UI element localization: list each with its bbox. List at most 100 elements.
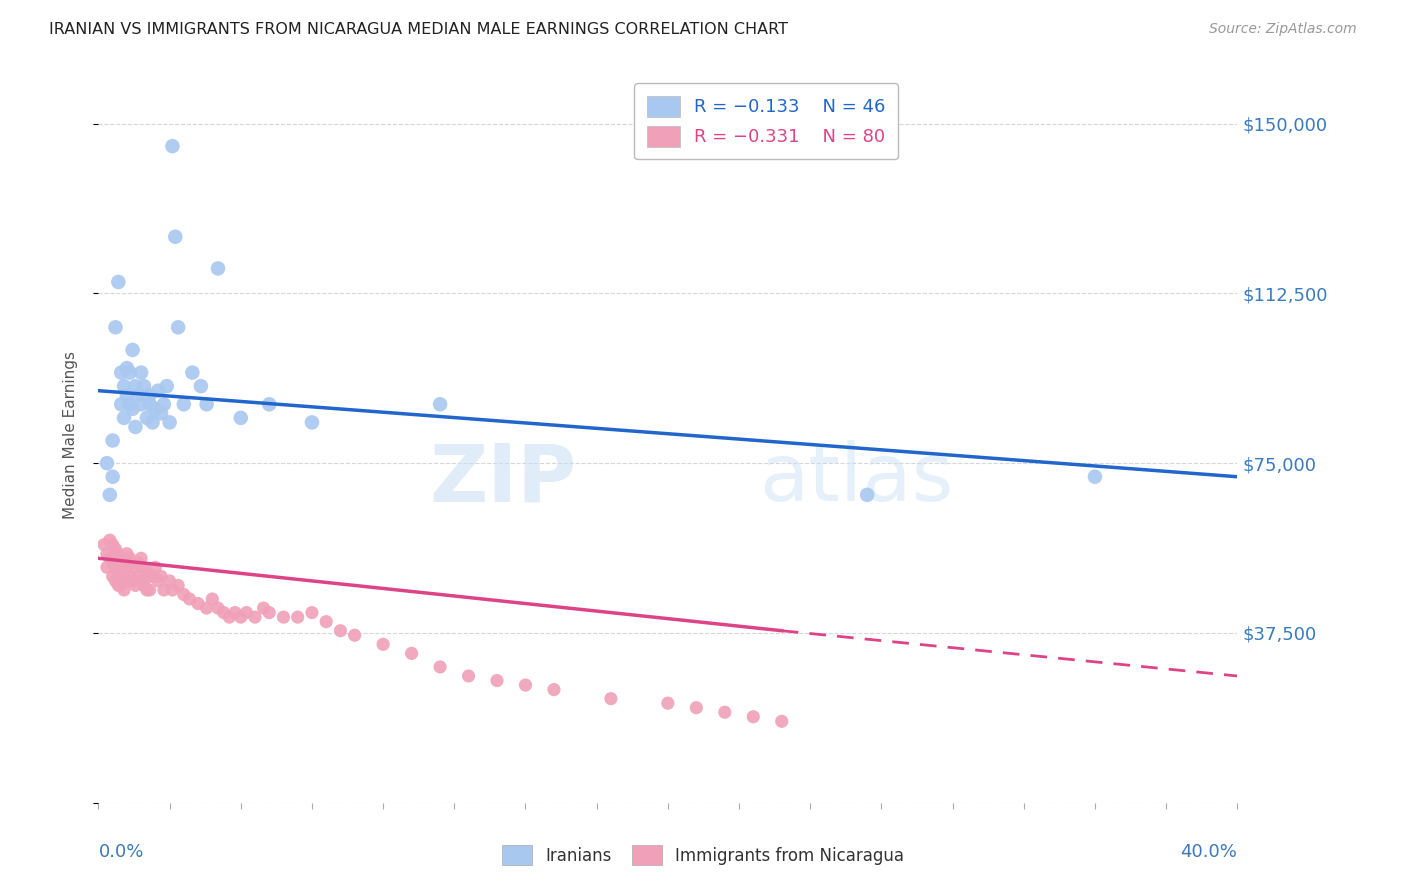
Point: [856, 488, 879, 502]
Point: [135, 565, 157, 579]
Point: [148, 574, 170, 588]
Point: [132, 560, 155, 574]
Legend: Iranians, Immigrants from Nicaragua: Iranians, Immigrants from Nicaragua: [494, 837, 912, 873]
Point: [110, 366, 132, 380]
Point: [124, 420, 146, 434]
Point: [153, 397, 176, 411]
Point: [115, 388, 138, 402]
Point: [315, 615, 337, 629]
Point: [515, 678, 537, 692]
Point: [207, 601, 229, 615]
Point: [101, 569, 124, 583]
Point: [115, 574, 138, 588]
Point: [118, 569, 141, 583]
Point: [770, 714, 793, 729]
Point: [112, 582, 135, 597]
Point: [162, 582, 184, 597]
Point: [190, 379, 212, 393]
Point: [138, 397, 160, 411]
Point: [181, 366, 204, 380]
Point: [121, 574, 143, 588]
Point: [486, 673, 509, 688]
Point: [127, 569, 149, 583]
Point: [1084, 469, 1107, 483]
Point: [110, 551, 132, 566]
Point: [118, 397, 141, 411]
Point: [173, 397, 195, 411]
Point: [121, 343, 143, 357]
Point: [104, 542, 127, 557]
Point: [148, 384, 170, 398]
Point: [187, 597, 209, 611]
Point: [101, 556, 124, 570]
Point: [98, 488, 121, 502]
Point: [115, 547, 138, 561]
Point: [235, 606, 257, 620]
Point: [259, 397, 281, 411]
Point: [112, 569, 135, 583]
Text: 0.0%: 0.0%: [98, 843, 143, 862]
Point: [138, 582, 160, 597]
Point: [132, 578, 155, 592]
Point: [343, 628, 366, 642]
Point: [150, 569, 173, 583]
Point: [127, 556, 149, 570]
Point: [96, 547, 118, 561]
Point: [104, 574, 127, 588]
Point: [207, 261, 229, 276]
Text: atlas: atlas: [759, 440, 953, 518]
Point: [101, 469, 124, 483]
Point: [329, 624, 352, 638]
Point: [273, 610, 295, 624]
Point: [224, 606, 246, 620]
Legend: R = −0.133    N = 46, R = −0.331    N = 80: R = −0.133 N = 46, R = −0.331 N = 80: [634, 83, 898, 160]
Y-axis label: Median Male Earnings: Median Male Earnings: [63, 351, 77, 519]
Point: [135, 410, 157, 425]
Point: [159, 416, 181, 430]
Text: 40.0%: 40.0%: [1181, 843, 1237, 862]
Point: [118, 366, 141, 380]
Point: [600, 691, 623, 706]
Point: [129, 574, 152, 588]
Point: [96, 456, 118, 470]
Point: [167, 320, 190, 334]
Point: [195, 397, 218, 411]
Point: [110, 578, 132, 592]
Point: [401, 646, 423, 660]
Point: [229, 610, 252, 624]
Point: [243, 610, 266, 624]
Text: Source: ZipAtlas.com: Source: ZipAtlas.com: [1209, 22, 1357, 37]
Point: [173, 587, 195, 601]
Point: [429, 397, 451, 411]
Point: [115, 361, 138, 376]
Point: [145, 560, 167, 574]
Point: [179, 592, 201, 607]
Point: [124, 560, 146, 574]
Point: [259, 606, 281, 620]
Point: [93, 538, 115, 552]
Point: [685, 700, 707, 714]
Point: [167, 578, 190, 592]
Point: [229, 410, 252, 425]
Point: [145, 401, 167, 416]
Point: [195, 601, 218, 615]
Point: [101, 434, 124, 448]
Point: [132, 379, 155, 393]
Point: [112, 556, 135, 570]
Point: [301, 606, 323, 620]
Point: [138, 388, 160, 402]
Point: [124, 578, 146, 592]
Point: [457, 669, 479, 683]
Point: [287, 610, 309, 624]
Point: [218, 610, 240, 624]
Point: [115, 560, 138, 574]
Point: [165, 229, 187, 244]
Point: [107, 565, 129, 579]
Point: [301, 416, 323, 430]
Point: [121, 556, 143, 570]
Point: [110, 565, 132, 579]
Point: [101, 538, 124, 552]
Point: [373, 637, 395, 651]
Point: [107, 578, 129, 592]
Point: [742, 710, 765, 724]
